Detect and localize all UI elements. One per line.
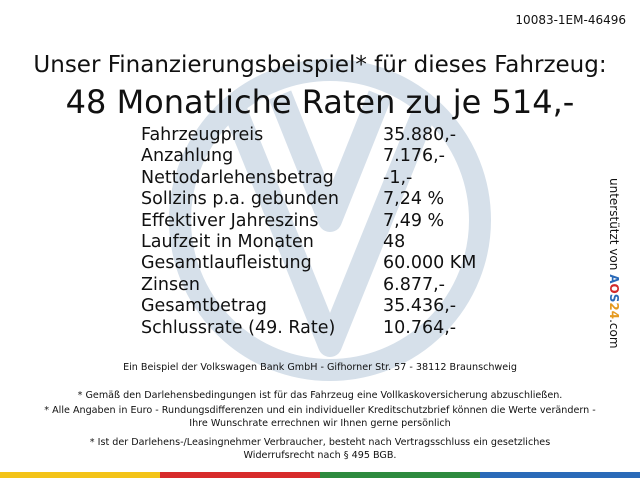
row-value: 7.176,- bbox=[383, 146, 445, 167]
row-label: Laufzeit in Monaten bbox=[141, 231, 314, 252]
monthly-rate-headline: 48 Monatliche Raten zu je 514,- bbox=[65, 83, 575, 121]
row-value: 10.764,- bbox=[383, 317, 457, 338]
color-bar-segment bbox=[320, 472, 480, 478]
color-bar bbox=[0, 472, 640, 478]
row-label: Sollzins p.a. gebunden bbox=[141, 189, 340, 210]
row-value: 35.436,- bbox=[383, 296, 457, 317]
logo-letter-s: S bbox=[607, 293, 621, 303]
row-label: Effektiver Jahreszins bbox=[141, 210, 319, 231]
logo-letter-o: O bbox=[607, 283, 621, 294]
color-bar-segment bbox=[0, 472, 160, 478]
finance-row: Laufzeit in Monaten 48 bbox=[141, 232, 476, 253]
row-label: Gesamtbetrag bbox=[141, 296, 267, 317]
finance-row: Sollzins p.a. gebunden 7,24 % bbox=[141, 189, 476, 210]
row-value: 60.000 KM bbox=[383, 253, 477, 274]
sponsor-prefix: unterstützt von bbox=[607, 178, 621, 271]
finance-row: Anzahlung 7.176,- bbox=[141, 146, 476, 167]
row-label: Nettodarlehensbetrag bbox=[141, 167, 334, 188]
offer-id: 10083-1EM-46496 bbox=[515, 13, 626, 27]
headline: Unser Finanzierungsbeispiel* für dieses … bbox=[33, 52, 607, 78]
row-label: Schlussrate (49. Rate) bbox=[141, 317, 336, 338]
row-value: 7,49 % bbox=[383, 210, 445, 231]
footnote: * Ist der Darlehens-/Leasingnehmer Verbr… bbox=[89, 437, 551, 461]
row-value: 7,24 % bbox=[383, 189, 445, 210]
logo-number: 24 bbox=[607, 302, 621, 320]
color-bar-segment bbox=[160, 472, 320, 478]
logo-letter-a: A bbox=[607, 274, 621, 284]
sponsor-suffix: .com bbox=[607, 319, 621, 349]
finance-row: Schlussrate (49. Rate) 10.764,- bbox=[141, 318, 476, 339]
row-value: 35.880,- bbox=[383, 125, 457, 145]
finance-row: Nettodarlehensbetrag -1,- bbox=[141, 168, 476, 189]
row-label: Gesamtlaufleistung bbox=[141, 253, 312, 274]
finance-row: Gesamtlaufleistung 60.000 KM bbox=[141, 253, 476, 274]
aos24-logo: AOS24 bbox=[607, 274, 621, 319]
finance-table: Fahrzeugpreis 35.880,- Anzahlung 7.176,- N… bbox=[141, 125, 476, 339]
finance-row: Gesamtbetrag 35.436,- bbox=[141, 296, 476, 317]
sponsor-badge: unterstützt von AOS24.com bbox=[606, 178, 622, 349]
row-label: Zinsen bbox=[141, 274, 200, 295]
row-value: -1,- bbox=[383, 167, 413, 188]
color-bar-segment bbox=[480, 472, 640, 478]
footnote: * Gemäß den Darlehensbedingungen ist für… bbox=[77, 390, 563, 401]
row-value: 48 bbox=[383, 231, 406, 252]
finance-row: Fahrzeugpreis 35.880,- bbox=[141, 125, 476, 146]
finance-row: Zinsen 6.877,- bbox=[141, 275, 476, 296]
row-label: Fahrzeugpreis bbox=[141, 125, 264, 145]
row-label: Anzahlung bbox=[141, 146, 234, 167]
vw-logo-watermark-icon bbox=[169, 59, 491, 381]
footnote: * Alle Angaben in Euro - Rundungsdiffere… bbox=[44, 405, 596, 429]
finance-row: Effektiver Jahreszins 7,49 % bbox=[141, 211, 476, 232]
bank-line: Ein Beispiel der Volkswagen Bank GmbH - … bbox=[123, 362, 517, 373]
row-value: 6.877,- bbox=[383, 274, 445, 295]
